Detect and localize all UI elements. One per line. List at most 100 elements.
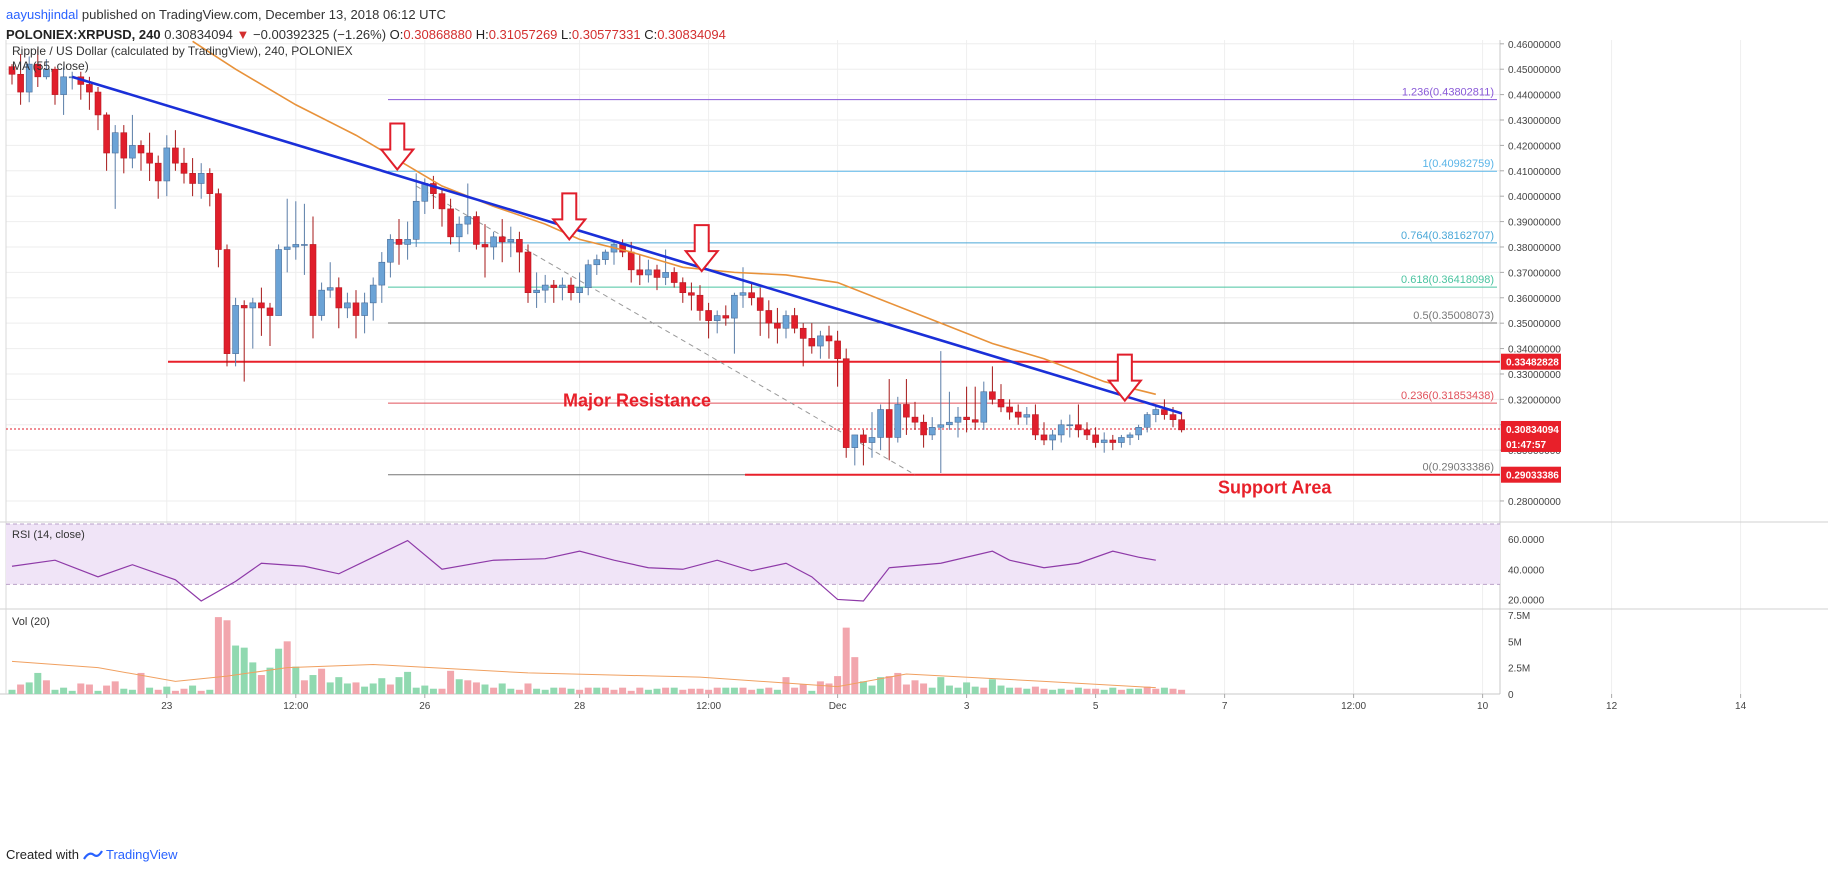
price-tick-label: 0.38000000 (1508, 243, 1561, 254)
candle-down (51, 68, 59, 95)
volume-bar (369, 683, 377, 694)
volume-bar (257, 675, 265, 694)
candle-down (722, 315, 730, 319)
volume-ma-line (11, 660, 1156, 689)
volume-bar (1040, 688, 1048, 694)
candle-up (507, 239, 515, 243)
volume-bar (481, 684, 489, 694)
volume-bar (378, 678, 386, 694)
candle-up (1118, 437, 1125, 443)
down-arrows (379, 122, 1143, 403)
volume-bar (42, 680, 50, 694)
price-tick-label: 0.34000000 (1508, 345, 1561, 356)
volume-bar (851, 657, 859, 694)
volume-bar (756, 688, 764, 694)
candle-down (120, 132, 128, 159)
volume-bar (894, 672, 902, 694)
volume-bar (825, 683, 833, 694)
price-chart[interactable]: 0.46000000 0.45000000 0.44000000 0.43000000… (0, 40, 1828, 840)
volume-bar (816, 681, 824, 694)
close-label: C: (644, 27, 658, 42)
candle-down (679, 282, 687, 293)
major-resistance-label: Major Resistance (563, 391, 711, 411)
volume-bar (232, 645, 240, 694)
volume-bar (137, 672, 145, 694)
symbol-line: POLONIEX:XRPUSD, 240 0.30834094 ▼ −0.003… (6, 26, 1206, 44)
volume-bar (223, 620, 231, 694)
candle-up (369, 284, 377, 304)
candle-up (412, 200, 420, 240)
candle-up (1152, 409, 1160, 415)
volume-bar (455, 679, 463, 694)
volume-bar (627, 690, 635, 694)
tradingview-link[interactable]: TradingView (83, 845, 178, 865)
candle-up (1143, 414, 1151, 428)
chart-title: Ripple / US Dollar (calculated by Tradin… (12, 44, 353, 58)
chart-header: aayushjindal published on TradingView.co… (6, 6, 1206, 44)
volume-bar (885, 676, 893, 694)
candle-up (361, 302, 368, 316)
down-arrow-icon (379, 122, 416, 172)
candle-up (301, 244, 308, 246)
candle-up (163, 147, 171, 182)
candle-up (1049, 434, 1056, 441)
volume-bar (954, 687, 962, 694)
volume-tick-label: 2.5M (1508, 664, 1530, 675)
candle-up (928, 427, 936, 436)
fib-level-label: 0.618(0.36418098) (1401, 274, 1494, 286)
time-tick-label: 14 (1735, 701, 1747, 712)
candle-down (885, 409, 893, 438)
candle-down (473, 216, 480, 245)
volume-bar (748, 689, 756, 694)
volume-bar (240, 647, 248, 694)
volume-bar (799, 684, 807, 694)
volume-bar (386, 684, 394, 694)
price-change: −0.00392325 (−1.26%) (253, 27, 387, 42)
volume-bar (249, 662, 257, 694)
time-tick-label: 7 (1222, 701, 1228, 712)
volume-bar (361, 686, 369, 694)
rsi-line (11, 539, 1156, 602)
volume-bar (679, 689, 687, 694)
volume-bar (266, 667, 274, 694)
volume-bar (352, 682, 360, 694)
volume-bar (128, 689, 136, 694)
candle-down (705, 310, 712, 321)
time-tick-label: 10 (1477, 701, 1489, 712)
candle-down (1006, 406, 1013, 413)
candle-up (894, 404, 902, 438)
candle-up (318, 289, 325, 316)
volume-bar (472, 682, 480, 694)
volume-bar (730, 687, 738, 694)
candle-up (645, 269, 652, 276)
price-tick-label: 0.33000000 (1508, 370, 1561, 381)
author-link[interactable]: aayushjindal (6, 7, 79, 22)
price-tick-label: 0.46000000 (1508, 40, 1561, 51)
price-tick-label: 0.36000000 (1508, 294, 1561, 305)
candle-up (404, 239, 411, 245)
low-value: 0.30577331 (571, 27, 641, 42)
candle-down (765, 310, 773, 324)
volume-bar (687, 688, 695, 694)
candle-down (997, 399, 1005, 408)
candle-down (860, 434, 867, 443)
change-down-icon: ▼ (236, 27, 250, 42)
candle-down (696, 294, 704, 311)
volume-bar (868, 685, 876, 694)
symbol-name: POLONIEX:XRPUSD, 240 (6, 27, 161, 42)
volume-bar (1100, 689, 1108, 694)
fib-level-label: 1(0.40982759) (1422, 158, 1494, 170)
candle-up (559, 284, 566, 288)
volume-bar (1074, 687, 1082, 694)
volume-bar (507, 688, 515, 694)
volume-bar (17, 684, 25, 694)
volume-bar (515, 689, 523, 694)
candle-down (240, 305, 248, 309)
volume-bar (103, 685, 111, 694)
volume-bar (739, 687, 747, 694)
volume-bar (567, 688, 575, 694)
candle-down (215, 193, 222, 250)
candle-down (395, 239, 403, 245)
volume-bar (601, 687, 609, 694)
candle-down (1178, 419, 1185, 431)
